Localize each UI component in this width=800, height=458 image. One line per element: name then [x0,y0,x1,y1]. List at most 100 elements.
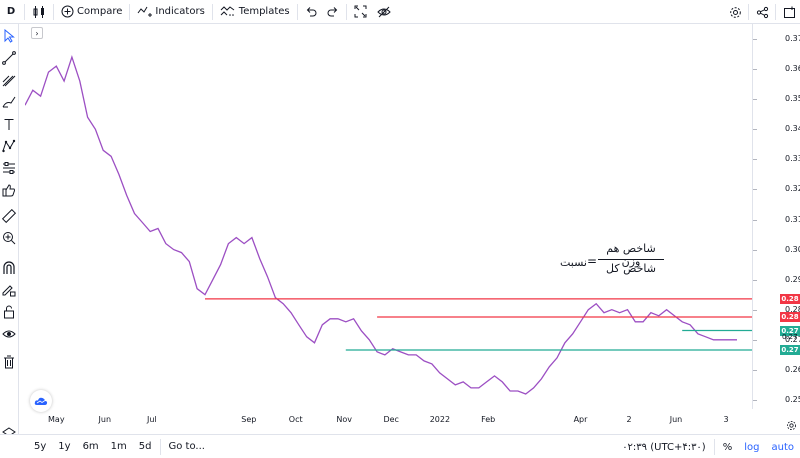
price-tick-label: 0.31 [785,214,800,224]
prediction-tool[interactable] [1,160,17,176]
gear-icon [729,6,741,18]
hide-drawings-button[interactable] [372,0,396,24]
log-toggle[interactable]: log [744,441,760,453]
price-tick-label: 0.25 [785,395,800,404]
range-button-1m[interactable]: 1m [110,441,127,452]
share-button[interactable] [751,1,773,23]
toolbar-divider [296,3,298,20]
ruler-icon [2,209,16,223]
formula-equals: = [587,254,598,268]
line-price-tag: 0.27 [780,345,800,355]
formula-lhs: نسبت [560,256,587,269]
templates-button[interactable]: Templates [215,0,295,24]
range-button-5y[interactable]: 5y [34,441,47,452]
cursor-tool[interactable] [1,28,17,44]
lock-icon [4,305,14,319]
remove-drawings-tool[interactable] [1,354,17,370]
line-price-tag: 0.27 [780,325,800,336]
tradingview-logo[interactable] [30,390,52,412]
time-tick-label: 3 [723,415,729,424]
chart-style-button[interactable] [27,0,51,24]
candlestick-icon [33,5,44,18]
fullscreen-button[interactable] [349,0,372,24]
price-tick-mark [753,189,757,191]
interval-label: D [6,6,16,17]
toolbar-divider [713,439,715,455]
settings-button[interactable] [724,1,746,23]
percent-toggle[interactable]: % [722,441,733,453]
snapshot-icon [783,6,795,18]
price-chart[interactable] [25,24,752,419]
price-tick-mark [753,129,757,131]
prediction-icon [3,162,15,174]
time-tick-label: Jul [146,415,157,424]
brush-tool[interactable] [1,94,17,110]
goto-button[interactable]: Go to... [168,441,205,452]
share-icon [756,6,768,18]
undo-button[interactable] [300,0,322,24]
time-tick-label: Feb [481,415,496,424]
toolbar-right [724,0,800,24]
cloud-logo-icon [34,397,48,405]
hide-objects-tool[interactable] [1,326,17,342]
price-tick-label: 0.27 [785,334,800,344]
eye-icon [2,330,16,338]
axis-settings-button[interactable] [784,418,798,432]
price-tick-label: 0.33 [785,154,800,164]
chevron-right-icon: › [35,28,39,38]
toolbar-divider [345,3,347,20]
line-price-tag: 0.28 [780,312,800,322]
price-series-line[interactable] [25,55,737,395]
ratio-formula-annotation[interactable]: نسبت = شاخص هم وزن شاخص کل [560,242,680,282]
compare-button[interactable]: Compare [56,0,127,24]
price-tick-label: 0.30 [785,244,800,254]
price-tick-mark [753,99,757,101]
price-axis[interactable]: 0.37 0.36 0.35 0.34 0.33 0.32 0.31 0.30 0.29 0.28… [752,24,800,409]
magnet-tool[interactable] [1,260,17,276]
fullscreen-icon [354,5,367,18]
range-button-6m[interactable]: 6m [82,441,99,452]
text-tool[interactable] [1,116,17,132]
drawing-toolbar [0,24,19,440]
redo-button[interactable] [322,0,344,24]
templates-icon [220,6,235,16]
time-axis[interactable]: May Jun Jul Sep Oct Nov Dec 2022 Feb Apr 2 Jun 3 [25,411,752,434]
collapse-legend-button[interactable]: › [31,27,43,39]
icons-tool[interactable] [1,182,17,198]
pitchfork-icon [2,75,16,87]
current-price-label: 0.27 [782,333,798,342]
screenshot-button[interactable] [778,1,800,23]
price-tick-mark [753,249,757,251]
price-tick-mark [753,69,757,71]
price-tick-label: 0.32 [785,184,800,194]
time-tick-label: Oct [288,415,303,424]
zoom-in-icon [3,232,16,245]
zoom-tool[interactable] [1,230,17,246]
trash-icon [4,355,14,369]
indicators-button[interactable]: Indicators [132,0,209,24]
timezone-clock[interactable]: ۰۲:۳۹ (UTC+۴:۳۰) [622,441,706,453]
range-button-5d[interactable]: 5d [138,441,152,452]
time-tick-label: Dec [383,415,399,424]
templates-label: Templates [238,6,290,17]
indicators-icon [137,6,153,17]
stay-in-drawing-tool[interactable] [1,282,17,298]
price-tick-label: 0.29 [785,274,800,284]
interval-button[interactable]: D [0,0,22,24]
brush-icon [2,96,16,108]
formula-fraction-bar [598,259,664,260]
pencil-lock-icon [2,285,16,297]
price-tick-mark [753,400,757,401]
gear-icon [786,420,796,430]
range-button-1y[interactable]: 1y [58,441,71,452]
measure-tool[interactable] [1,208,17,224]
pattern-tool[interactable] [1,138,17,154]
text-icon [4,118,14,130]
trendline-icon [2,51,16,65]
fib-tool[interactable] [1,72,17,88]
price-tick-mark [753,219,757,221]
price-tick-label: 0.26 [785,364,800,374]
auto-toggle[interactable]: auto [771,441,794,453]
trendline-tool[interactable] [1,50,17,66]
lock-drawings-tool[interactable] [1,304,17,320]
